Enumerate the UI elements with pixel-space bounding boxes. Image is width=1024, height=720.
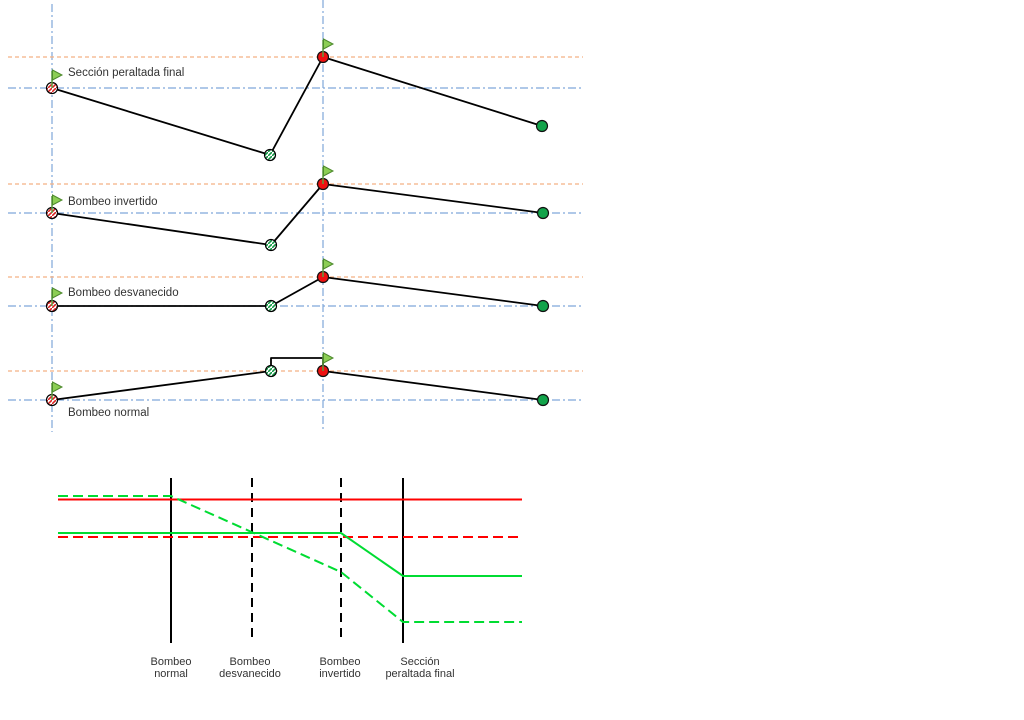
section-profile-polyline [51,183,544,246]
station-label: Bombeo [230,656,271,668]
station-label: Bombeo [151,656,192,668]
flag-icon [322,165,335,184]
section-profile-polyline [51,357,544,401]
station-label: peraltada final [385,668,454,680]
hatched-green-point-marker [264,238,278,252]
flag-icon [51,287,64,306]
flag-pennant [323,352,335,364]
green-point-marker [536,206,550,220]
station-label: invertido [319,668,361,680]
green-point-marker [535,119,549,133]
section-label: Sección peraltada final [68,67,184,79]
flag-pennant [52,194,64,206]
station-label: desvanecido [219,668,281,680]
flag-pennant [323,258,335,270]
flag-icon [51,381,64,400]
section-label: Bombeo desvanecido [68,287,179,299]
flag-icon [51,69,64,88]
green-point-marker [536,393,550,407]
flag-icon [322,258,335,277]
station-label: Sección [400,656,439,668]
hatched-green-point-marker [264,364,278,378]
hatched-green-point-marker [263,148,277,162]
flag-pennant [52,381,64,393]
flag-icon [322,38,335,57]
section-label: Bombeo invertido [68,196,158,208]
flag-pennant [52,287,64,299]
chart-series-green-dashed [58,495,522,623]
chart-series-green-solid [58,532,522,577]
flag-pennant [323,165,335,177]
flag-icon [322,352,335,371]
flag-icon [51,194,64,213]
section-profile-polyline [51,56,543,156]
hatched-green-point-marker [264,299,278,313]
station-label: normal [154,668,188,680]
flag-pennant [52,69,64,81]
section-profile-polyline [52,276,544,307]
station-label: Bombeo [320,656,361,668]
section-label: Bombeo normal [68,407,149,419]
flag-pennant [323,38,335,50]
green-point-marker [536,299,550,313]
